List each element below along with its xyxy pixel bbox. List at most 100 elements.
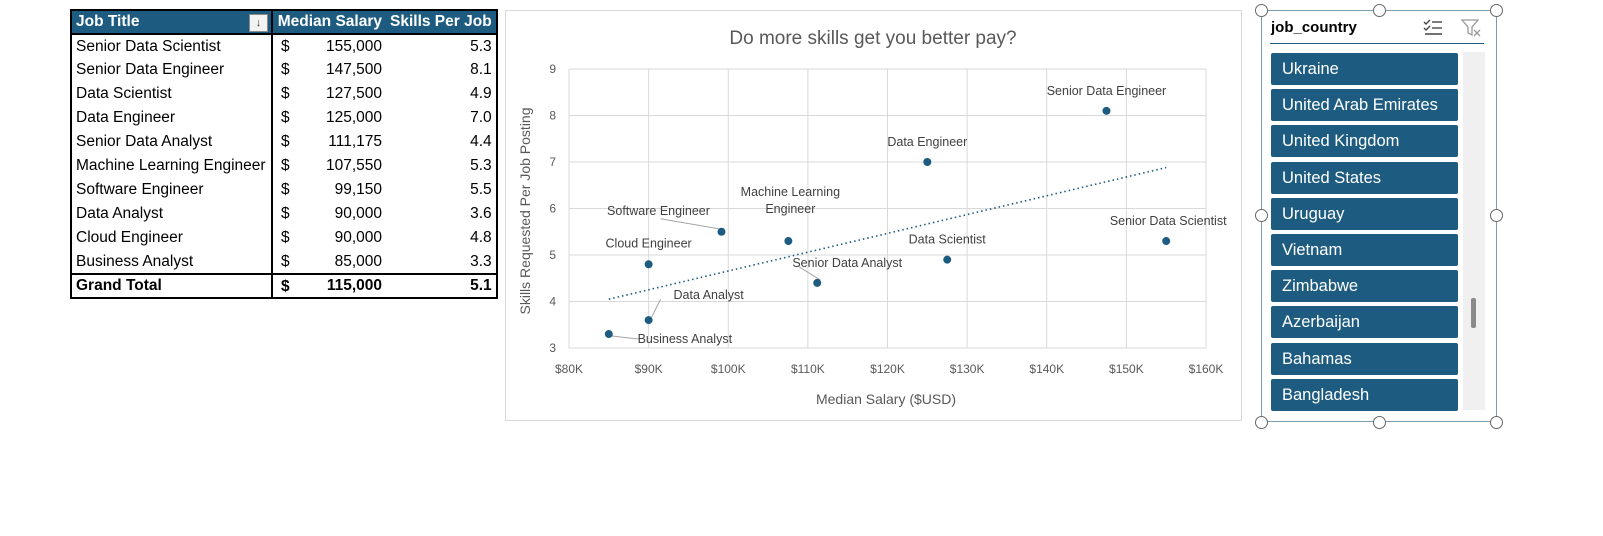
x-tick-label[interactable]: $110K (791, 362, 825, 376)
data-label[interactable]: Business Analyst (638, 332, 733, 346)
resize-handle-bottom-right[interactable] (1490, 416, 1503, 429)
table-row[interactable]: Machine Learning Engineer $107,550 5.3 (70, 154, 498, 178)
table-row[interactable]: Senior Data Engineer $147,500 8.1 (70, 58, 498, 82)
median-salary-cell[interactable]: $111,175 (272, 130, 386, 154)
y-tick-label[interactable]: 5 (549, 248, 556, 262)
job-title-cell[interactable]: Data Scientist (70, 82, 273, 106)
chart-trendline[interactable] (608, 166, 1167, 300)
x-tick-label[interactable]: $160K (1189, 362, 1224, 376)
table-row[interactable]: Data Engineer $125,000 7.0 (70, 106, 498, 130)
data-point[interactable] (604, 330, 613, 339)
job-title-cell[interactable]: Cloud Engineer (70, 226, 273, 250)
table-row[interactable]: Senior Data Scientist $155,000 5.3 (70, 34, 498, 58)
multi-select-icon[interactable] (1422, 17, 1444, 39)
header-job-title[interactable]: Job Title ↓ (70, 9, 272, 35)
y-tick-label[interactable]: 6 (549, 202, 556, 216)
job-country-slicer[interactable]: job_country Ukraine United Arab Emirates U… (1261, 10, 1497, 422)
data-label[interactable]: Data Scientist (909, 233, 987, 247)
skills-per-job-cell[interactable]: 4.4 (386, 130, 498, 154)
skills-per-job-cell[interactable]: 8.1 (386, 58, 498, 82)
x-tick-label[interactable]: $140K (1029, 362, 1064, 376)
data-point[interactable] (1162, 237, 1171, 246)
grand-total-salary[interactable]: $ 115,000 (272, 273, 386, 299)
x-tick-label[interactable]: $130K (950, 362, 985, 376)
table-row[interactable]: Software Engineer $99,150 5.5 (70, 178, 498, 202)
header-skills-per-job[interactable]: Skills Per Job (386, 9, 498, 35)
y-tick-label[interactable]: 8 (549, 109, 556, 123)
slicer-item[interactable]: Uruguay (1271, 197, 1458, 230)
data-label[interactable]: Senior Data Analyst (792, 256, 902, 270)
slicer-item[interactable]: Azerbaijan (1271, 306, 1458, 339)
slicer-scrollbar[interactable] (1463, 52, 1485, 410)
median-salary-cell[interactable]: $155,000 (272, 34, 386, 58)
median-salary-cell[interactable]: $99,150 (272, 178, 386, 202)
skills-per-job-cell[interactable]: 4.9 (386, 82, 498, 106)
resize-handle-left[interactable] (1255, 209, 1268, 222)
y-tick-label[interactable]: 9 (549, 62, 556, 76)
slicer-item[interactable]: Zimbabwe (1271, 270, 1458, 303)
resize-handle-top-left[interactable] (1255, 4, 1268, 17)
clear-filter-icon[interactable] (1460, 17, 1482, 39)
resize-handle-right[interactable] (1490, 209, 1503, 222)
skills-per-job-cell[interactable]: 5.5 (386, 178, 498, 202)
y-tick-label[interactable]: 4 (549, 295, 556, 309)
slicer-item[interactable]: Ukraine (1271, 53, 1458, 85)
slicer-item[interactable]: Vietnam (1271, 234, 1458, 266)
chart-data-labels[interactable]: Senior Data Scientist Senior Data Enginee… (606, 84, 1228, 346)
data-label[interactable]: Senior Data Scientist (1110, 214, 1227, 228)
job-title-cell[interactable]: Business Analyst (70, 250, 273, 274)
x-tick-label[interactable]: $90K (635, 362, 663, 376)
skills-per-job-cell[interactable]: 3.6 (386, 202, 498, 226)
grand-total-row[interactable]: Grand Total $ 115,000 5.1 (70, 273, 498, 299)
grand-total-label[interactable]: Grand Total (70, 273, 273, 299)
data-label[interactable]: Software Engineer (607, 204, 710, 218)
slicer-item[interactable]: United States (1271, 161, 1458, 194)
y-axis-title[interactable]: Skills Requested Per Job Posting (517, 108, 533, 315)
slicer-scroll-thumb[interactable] (1471, 298, 1476, 328)
y-tick-label[interactable]: 3 (549, 341, 556, 355)
job-title-cell[interactable]: Senior Data Engineer (70, 58, 273, 82)
job-title-cell[interactable]: Data Analyst (70, 202, 273, 226)
job-title-cell[interactable]: Data Engineer (70, 106, 273, 130)
data-point[interactable] (1102, 106, 1111, 115)
trendline[interactable] (608, 166, 1167, 300)
data-point[interactable] (943, 255, 952, 264)
skills-per-job-cell[interactable]: 4.8 (386, 226, 498, 250)
chart-title[interactable]: Do more skills get you better pay? (729, 28, 1016, 49)
median-salary-cell[interactable]: $107,550 (272, 154, 386, 178)
job-title-cell[interactable]: Senior Data Scientist (70, 34, 273, 58)
x-tick-label[interactable]: $150K (1109, 362, 1144, 376)
resize-handle-bottom-left[interactable] (1255, 416, 1268, 429)
data-label[interactable]: Data Engineer (887, 135, 967, 149)
table-row[interactable]: Data Scientist $127,500 4.9 (70, 82, 498, 106)
data-point[interactable] (813, 278, 822, 287)
data-point[interactable] (717, 227, 726, 236)
pivot-table[interactable]: Job Title ↓ Median Salary Skills Per Job… (70, 9, 498, 299)
x-tick-label[interactable]: $100K (711, 362, 746, 376)
job-title-cell[interactable]: Software Engineer (70, 178, 273, 202)
median-salary-cell[interactable]: $127,500 (272, 82, 386, 106)
data-label[interactable]: Cloud Engineer (606, 236, 692, 250)
x-tick-label[interactable]: $80K (555, 362, 583, 376)
x-axis-title[interactable]: Median Salary ($USD) (816, 391, 956, 407)
median-salary-cell[interactable]: $85,000 (272, 250, 386, 274)
resize-handle-bottom[interactable] (1373, 416, 1386, 429)
data-point[interactable] (923, 158, 932, 166)
sort-filter-dropdown-icon[interactable]: ↓ (249, 14, 268, 32)
resize-handle-top-right[interactable] (1490, 4, 1503, 17)
data-point[interactable] (644, 316, 653, 325)
job-title-cell[interactable]: Machine Learning Engineer (70, 154, 273, 178)
median-salary-cell[interactable]: $147,500 (272, 58, 386, 82)
table-row[interactable]: Cloud Engineer $90,000 4.8 (70, 226, 498, 250)
data-point[interactable] (784, 237, 793, 246)
data-label[interactable]: Data Analyst (674, 288, 745, 302)
resize-handle-top[interactable] (1373, 4, 1386, 17)
slicer-item[interactable]: Bahamas (1271, 342, 1458, 375)
header-median-salary[interactable]: Median Salary (271, 9, 386, 35)
x-tick-label[interactable]: $120K (870, 362, 905, 376)
slicer-item[interactable]: United Arab Emirates (1271, 89, 1458, 122)
median-salary-cell[interactable]: $90,000 (272, 202, 386, 226)
data-label[interactable]: Senior Data Engineer (1047, 84, 1167, 98)
slicer-item[interactable]: United Kingdom (1271, 125, 1458, 158)
skills-per-job-cell[interactable]: 5.3 (386, 34, 498, 58)
